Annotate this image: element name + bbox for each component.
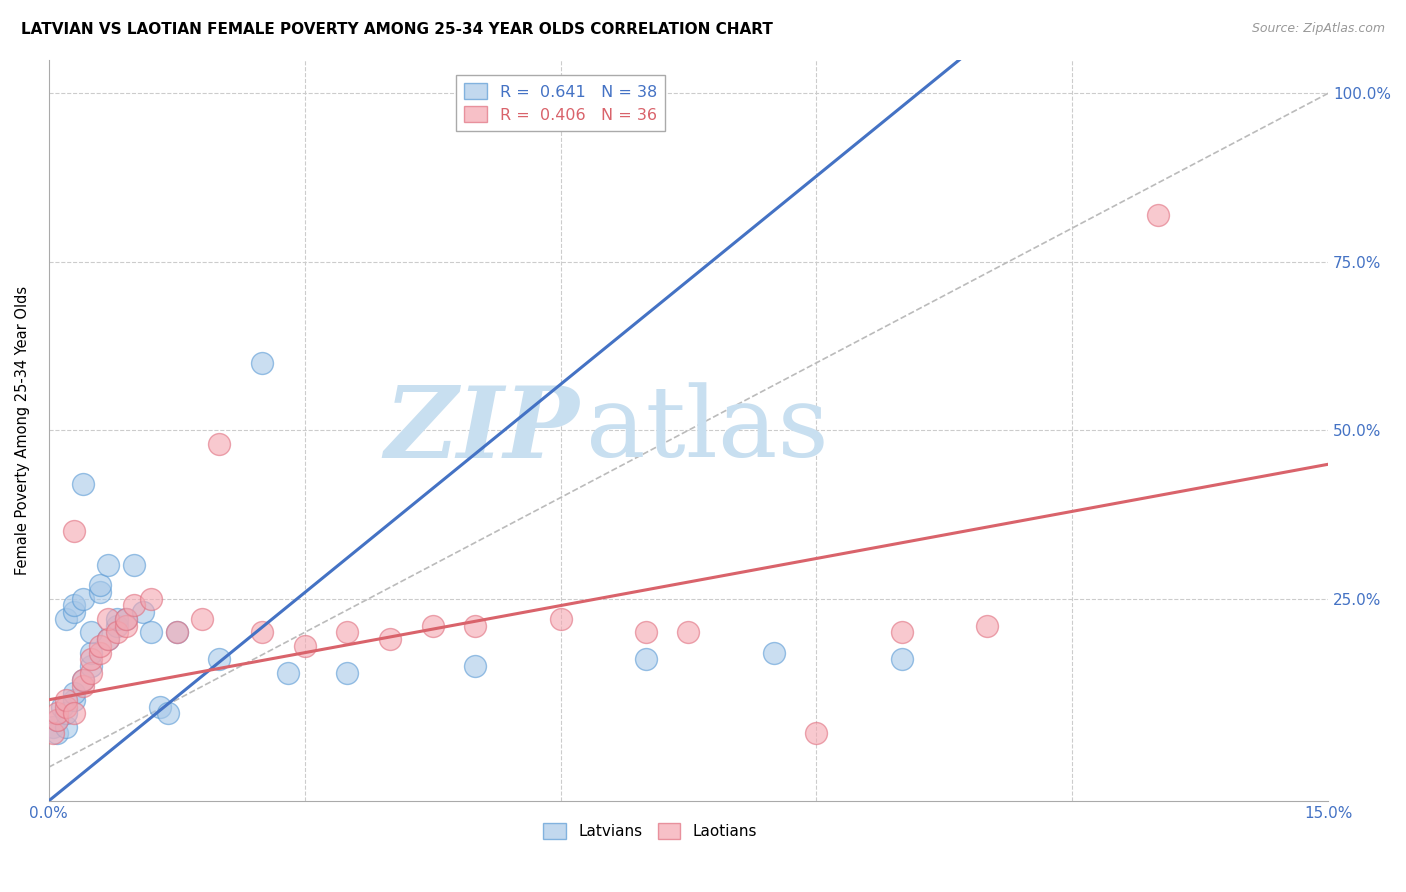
Point <box>277 665 299 680</box>
Point <box>105 618 128 632</box>
Legend: Latvians, Laotians: Latvians, Laotians <box>537 817 763 845</box>
Point <box>890 652 912 666</box>
Point <box>166 625 188 640</box>
Point <box>63 686 86 700</box>
Point <box>378 632 401 647</box>
Point <box>72 673 94 687</box>
Point <box>890 625 912 640</box>
Point <box>97 632 120 647</box>
Point <box>250 356 273 370</box>
Point <box>89 578 111 592</box>
Point <box>46 726 69 740</box>
Point <box>208 652 231 666</box>
Point <box>63 693 86 707</box>
Point <box>51 699 73 714</box>
Text: Source: ZipAtlas.com: Source: ZipAtlas.com <box>1251 22 1385 36</box>
Point <box>105 625 128 640</box>
Point <box>89 639 111 653</box>
Point <box>55 612 77 626</box>
Point <box>89 646 111 660</box>
Point <box>105 612 128 626</box>
Point <box>46 713 69 727</box>
Point <box>89 585 111 599</box>
Point <box>97 558 120 572</box>
Text: atlas: atlas <box>586 383 830 478</box>
Point <box>80 652 103 666</box>
Point <box>80 659 103 673</box>
Point <box>122 599 145 613</box>
Text: LATVIAN VS LAOTIAN FEMALE POVERTY AMONG 25-34 YEAR OLDS CORRELATION CHART: LATVIAN VS LAOTIAN FEMALE POVERTY AMONG … <box>21 22 773 37</box>
Point <box>336 625 359 640</box>
Y-axis label: Female Poverty Among 25-34 Year Olds: Female Poverty Among 25-34 Year Olds <box>15 285 30 574</box>
Point <box>634 652 657 666</box>
Point <box>114 612 136 626</box>
Point <box>80 625 103 640</box>
Point <box>166 625 188 640</box>
Point <box>46 713 69 727</box>
Point <box>63 524 86 539</box>
Point <box>55 699 77 714</box>
Point <box>97 632 120 647</box>
Point <box>42 726 65 740</box>
Point <box>122 558 145 572</box>
Point <box>72 673 94 687</box>
Point <box>550 612 572 626</box>
Point <box>191 612 214 626</box>
Point <box>336 665 359 680</box>
Point <box>250 625 273 640</box>
Point <box>294 639 316 653</box>
Point <box>55 693 77 707</box>
Point <box>80 646 103 660</box>
Text: ZIP: ZIP <box>385 382 579 478</box>
Point <box>422 618 444 632</box>
Point <box>131 605 153 619</box>
Point <box>55 720 77 734</box>
Point <box>634 625 657 640</box>
Point <box>762 646 785 660</box>
Point <box>72 679 94 693</box>
Point <box>149 699 172 714</box>
Point <box>72 591 94 606</box>
Point <box>63 605 86 619</box>
Point <box>114 612 136 626</box>
Point <box>464 659 486 673</box>
Point <box>46 706 69 721</box>
Point <box>139 591 162 606</box>
Point <box>114 618 136 632</box>
Point <box>1146 208 1168 222</box>
Point <box>55 706 77 721</box>
Point <box>72 477 94 491</box>
Point <box>806 726 828 740</box>
Point <box>63 599 86 613</box>
Point <box>976 618 998 632</box>
Point <box>208 436 231 450</box>
Point <box>80 665 103 680</box>
Point <box>139 625 162 640</box>
Point <box>97 612 120 626</box>
Point <box>464 618 486 632</box>
Point <box>42 720 65 734</box>
Point <box>63 706 86 721</box>
Point <box>157 706 180 721</box>
Point <box>678 625 700 640</box>
